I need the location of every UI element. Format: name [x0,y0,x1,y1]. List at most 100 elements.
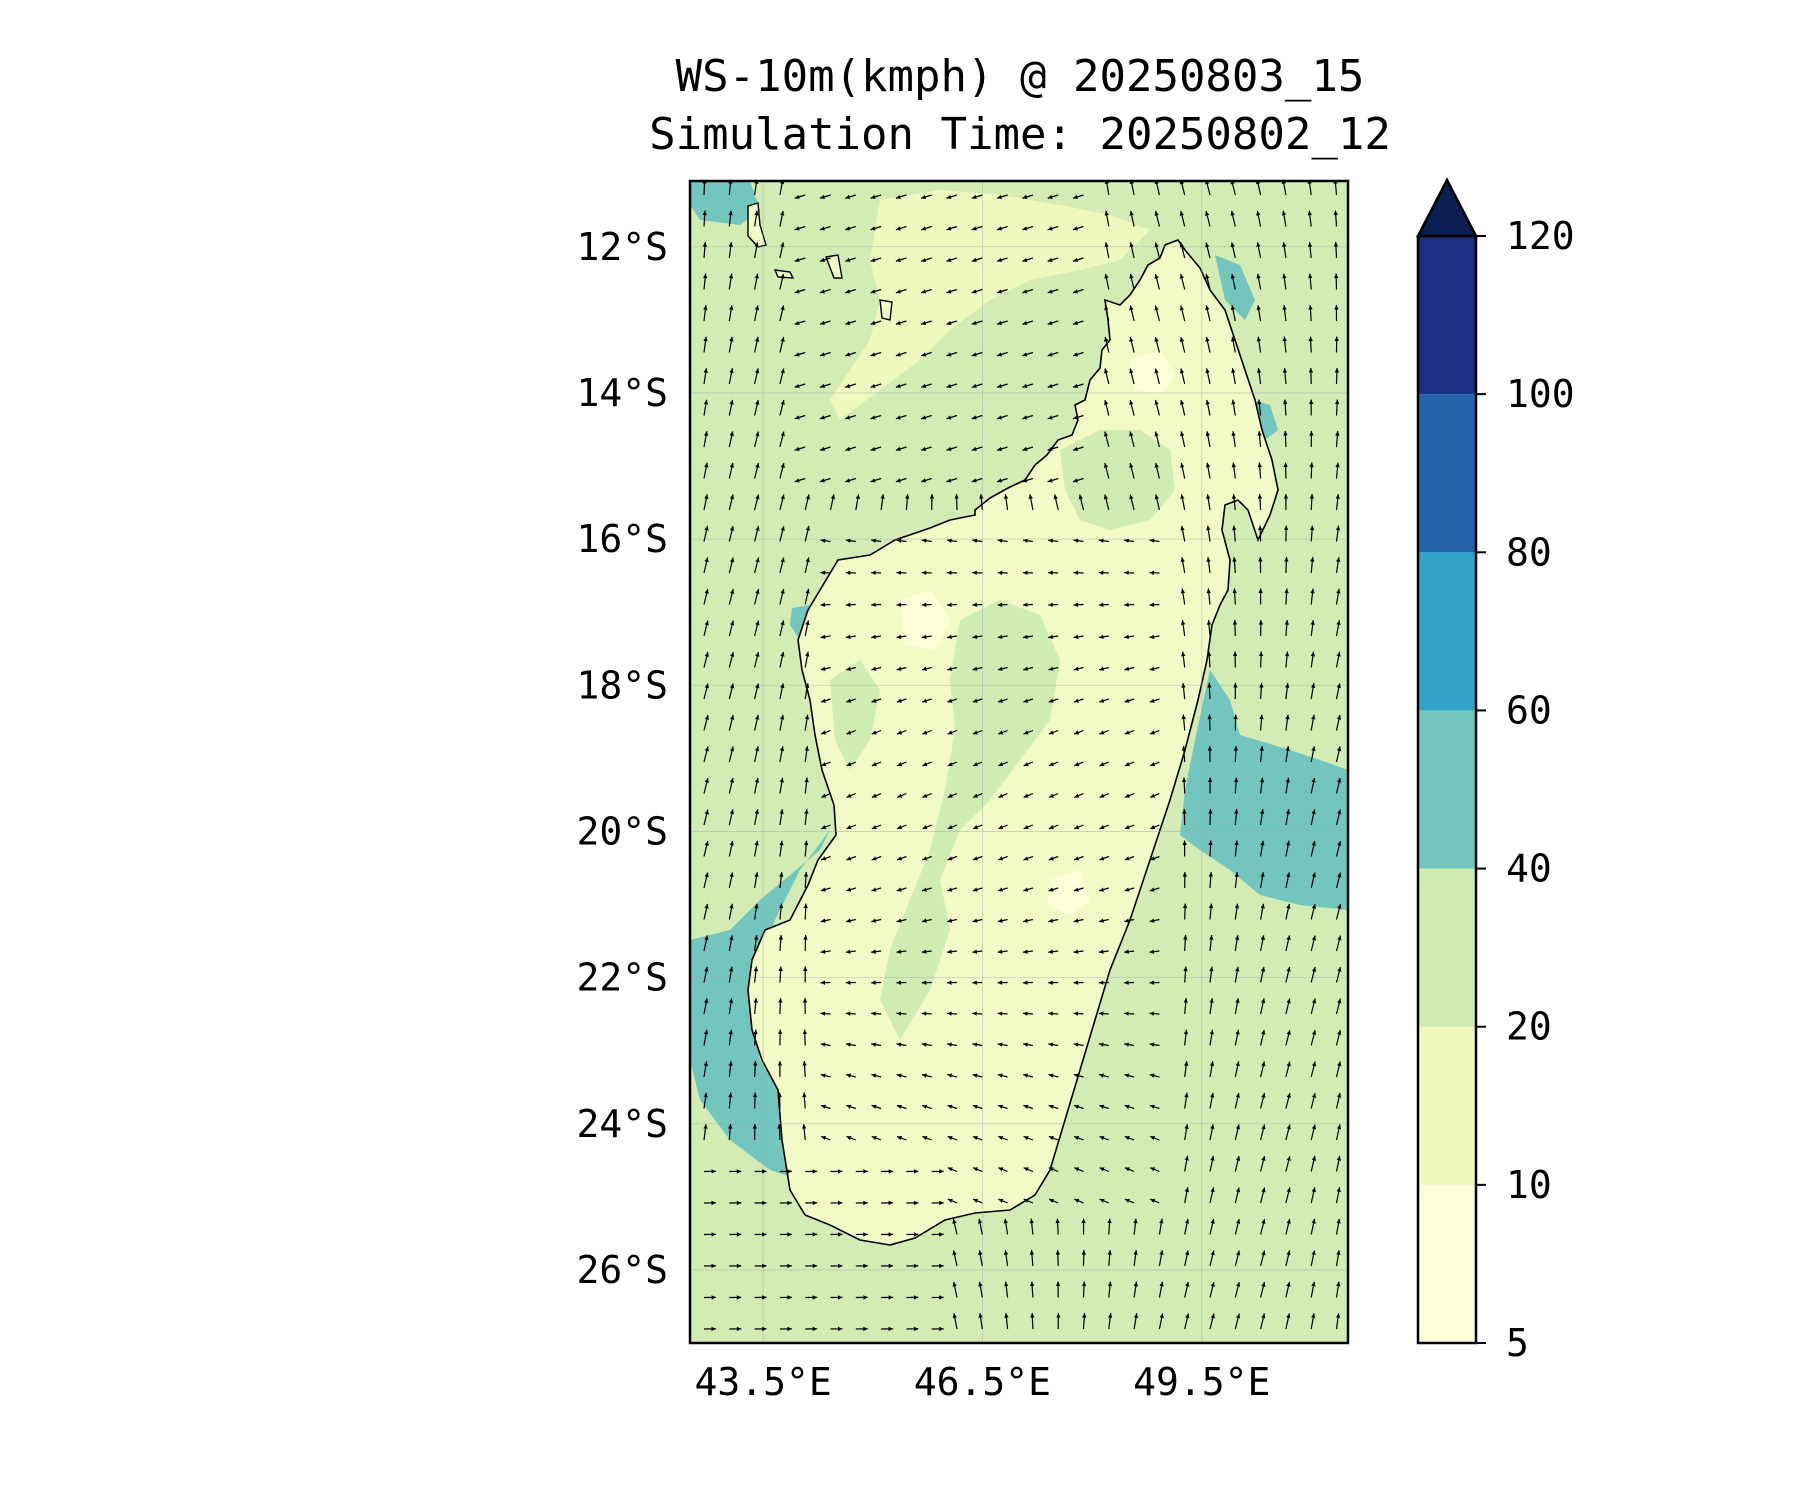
wind-arrow [728,588,735,605]
calm-spot-north [1130,350,1175,395]
wind-arrow [997,855,1008,861]
wind-arrow [1104,305,1110,322]
wind-arrow [779,494,785,511]
wind-arrow [921,320,932,325]
wind-arrow [703,1326,717,1332]
wind-arrow [1260,1218,1266,1235]
wind-arrow [921,980,932,985]
wind-arrow [1181,683,1186,700]
wind-arrow [820,1104,831,1110]
wind-arrow [895,351,907,357]
wind-arrow [1310,1313,1316,1330]
wind-arrow [1335,903,1342,920]
wind-arrow [728,872,734,889]
wind-arrow [921,918,932,923]
wind-arrow [972,1167,983,1173]
wind-arrow [779,809,784,826]
wind-arrow [779,714,785,731]
wind-arrow [1099,1135,1110,1141]
wind-arrow [1205,368,1211,385]
wind-arrow [871,602,882,607]
wind-arrow [972,729,983,735]
wind-arrow [1335,430,1340,448]
wind-arrow [1184,1187,1190,1204]
wind-arrow [1205,242,1211,259]
wind-arrow [1124,538,1135,543]
wind-arrow [820,538,831,543]
wind-arrow [1073,1073,1084,1078]
wind-arrow [729,1169,742,1174]
map-frame [688,179,1350,1345]
wind-arrow [1234,1155,1241,1172]
wind-arrow [947,1104,958,1110]
wind-arrow [1285,746,1290,763]
wind-arrow [946,288,958,294]
wind-arrow [1023,855,1034,861]
wind-arrow [829,494,836,511]
wind-arrow [754,1169,767,1174]
wind-arrow [946,446,958,451]
wind-arrow [947,1135,958,1141]
wind-arrow [1099,792,1110,798]
wind-arrow [870,477,882,483]
wind-arrow [870,383,882,388]
wind-arrow [1258,619,1264,637]
wind-arrow [1099,729,1110,735]
wind-arrow [1073,980,1084,985]
wind-arrow [804,651,810,668]
wind-arrow [947,855,958,861]
wind-arrow [1023,1104,1034,1110]
wind-arrow [1124,1073,1135,1078]
wind-arrow [972,761,983,767]
wind-arrow [1260,1281,1266,1298]
wind-arrow [1333,241,1339,259]
wind-arrow [1232,588,1237,605]
wind-arrow [1124,949,1135,954]
wind-arrow [1205,336,1211,353]
wind-arrow [1149,1042,1160,1047]
wind-arrow [1260,1029,1266,1046]
wind-arrow [703,620,709,637]
wind-arrow [998,792,1008,798]
wind-arrow [1309,430,1314,448]
wind-arrow [1285,777,1290,794]
wind-arrow [1233,745,1239,763]
wind-arrow [871,980,882,985]
wind-arrow [1310,1124,1317,1141]
wind-arrow [794,414,806,420]
wind-arrow [946,602,958,607]
wind-arrow [777,1123,782,1141]
wind-arrow [905,494,910,511]
wind-arrow [1098,1073,1109,1078]
wind-arrow [703,746,709,763]
wind-arrow [1180,557,1186,574]
wind-arrow [1028,494,1034,511]
wind-arrow [754,1232,767,1237]
wind-arrow [805,1263,818,1269]
wind-arrow [1232,556,1237,574]
wind-arrow [896,855,907,861]
wind-arrow [779,210,785,227]
wind-arrow [1184,1281,1190,1298]
wind-arrow [921,538,932,543]
wind-arrow [997,1073,1008,1078]
wind-arrow [1208,903,1214,920]
wind-arrow [1099,855,1110,861]
wind-arrow [728,305,734,322]
wind-arrow [997,980,1008,985]
wind-arrow [921,949,932,954]
wind-arrow [1023,824,1034,830]
wind-arrow [1310,620,1315,637]
wind-arrow [1230,336,1236,353]
wind-arrow [952,1250,958,1267]
wind-arrow [1072,414,1084,420]
wind-arrow [952,1281,958,1298]
wind-arrow [1256,336,1262,353]
wind-arrow [1258,651,1264,668]
wind-arrow [779,1263,792,1269]
wind-arrow [972,887,983,892]
wind-arrow [1104,336,1110,353]
wind-arrow [1206,620,1212,637]
wind-arrow [998,824,1008,830]
wind-arrow [1124,761,1135,767]
